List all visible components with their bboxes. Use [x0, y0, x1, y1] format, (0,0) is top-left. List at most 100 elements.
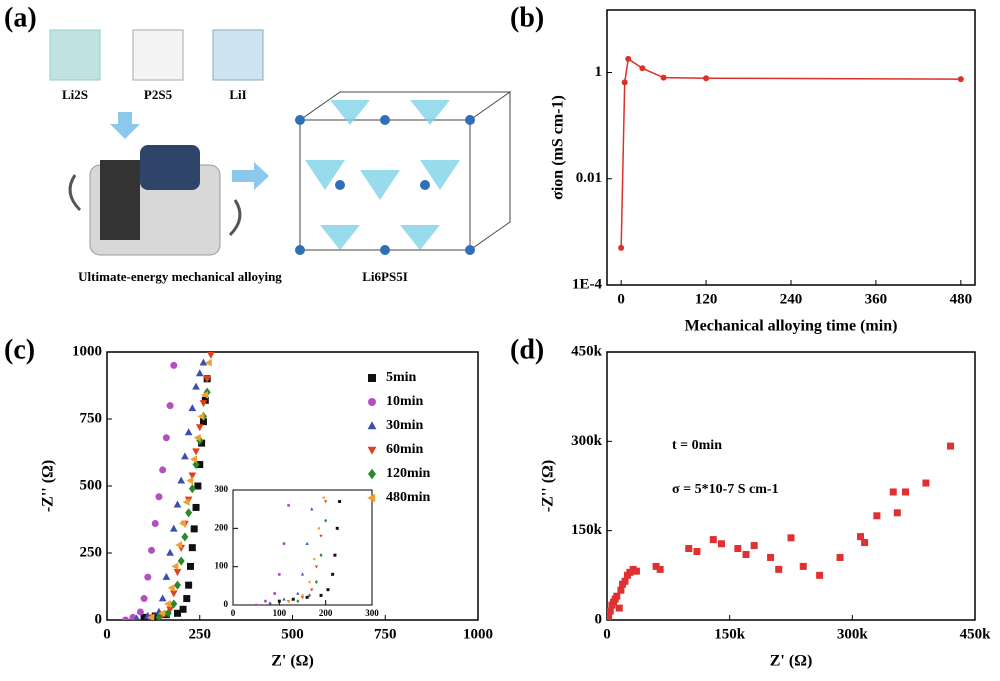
inset-point — [324, 404, 327, 407]
product-label: Li6PS5I — [362, 269, 408, 284]
point — [192, 503, 200, 511]
precursor: P2S5 — [144, 87, 173, 102]
x-tick-label: 1000 — [463, 626, 493, 642]
point — [607, 607, 614, 615]
point — [201, 391, 209, 399]
schematic: (a) Li2S P2S5 LiI Ultimate-energy mechan… — [4, 2, 512, 284]
panel-label: (d) — [510, 334, 544, 365]
inset-frame — [232, 489, 373, 606]
inset-point — [343, 362, 346, 365]
point — [164, 600, 172, 608]
point — [750, 542, 758, 550]
point — [199, 418, 207, 426]
inset-point — [296, 599, 300, 604]
point — [186, 476, 194, 485]
legend-label: 5min — [386, 370, 417, 385]
y-tick-label: 1000 — [72, 343, 102, 359]
y-axis-label: σion (mS cm-1) — [550, 95, 567, 200]
point — [861, 539, 869, 547]
point — [166, 548, 174, 556]
point — [173, 568, 182, 576]
point — [767, 553, 775, 561]
y-tick-label: 100 — [215, 561, 229, 571]
y-tick-label: 300 — [215, 484, 229, 494]
inset-point — [347, 346, 350, 350]
annotation: t = 0min — [672, 438, 722, 453]
inset-point — [310, 588, 314, 592]
point — [179, 605, 187, 613]
process-label: Ultimate-energy mechanical alloying — [78, 269, 282, 284]
legend-marker — [368, 468, 376, 480]
inset-point — [352, 320, 355, 323]
y-tick-label: 0.01 — [576, 170, 602, 186]
x-tick-label: 750 — [374, 626, 397, 642]
inset-point — [254, 603, 258, 605]
point — [159, 466, 167, 474]
legend-label: 120min — [386, 466, 431, 481]
y-tick-label: 200 — [215, 522, 229, 532]
inset-point — [338, 415, 341, 419]
x-tick-label: 480 — [950, 291, 973, 307]
rotation-arrow — [68, 174, 82, 212]
arrow — [110, 112, 140, 139]
point — [170, 361, 178, 369]
point — [625, 55, 632, 62]
point — [186, 562, 194, 570]
point — [893, 509, 901, 517]
point — [195, 424, 204, 432]
inset-point — [277, 599, 281, 603]
inset-point — [324, 518, 328, 523]
point — [613, 592, 621, 600]
point — [185, 508, 193, 518]
point — [147, 613, 155, 620]
point — [194, 482, 202, 490]
point — [183, 595, 191, 603]
point — [693, 548, 701, 556]
point — [195, 369, 204, 377]
point — [158, 594, 167, 602]
point — [181, 532, 189, 542]
inset-point — [338, 397, 341, 400]
inset-point — [296, 591, 300, 595]
point — [155, 612, 163, 620]
point — [155, 493, 163, 501]
x-tick-label: 200 — [319, 608, 333, 618]
precursor: Li2S — [62, 87, 88, 102]
x-axis-label: Z' (Ω) — [770, 653, 813, 670]
point — [177, 556, 185, 566]
crystal-icon — [212, 29, 264, 81]
inset-point — [316, 526, 320, 530]
point — [181, 452, 189, 460]
y-axis-label: -Z'' (Ω) — [540, 460, 557, 512]
point — [703, 75, 710, 82]
panel-label: (b) — [510, 2, 544, 33]
inset-point — [263, 599, 267, 603]
point — [144, 573, 152, 581]
inset-point — [347, 328, 350, 331]
point — [199, 358, 208, 366]
legend-marker — [368, 398, 376, 406]
point — [615, 604, 623, 612]
inset-point — [324, 500, 328, 504]
rotation-arrow — [228, 199, 242, 237]
inset-point-group — [254, 320, 355, 605]
inset-point — [326, 465, 329, 468]
y-tick-label: 150k — [571, 522, 603, 538]
inset-point — [333, 553, 337, 557]
point — [158, 609, 166, 618]
point — [197, 412, 205, 421]
point — [188, 544, 196, 552]
inset-point — [319, 534, 323, 538]
inset-point — [296, 427, 299, 430]
inset-point — [315, 473, 318, 476]
point — [717, 540, 725, 548]
inset-point — [333, 335, 336, 338]
x-tick-label: 0 — [617, 291, 625, 307]
legend-marker — [367, 421, 377, 430]
y-tick-label: 1 — [595, 64, 603, 80]
point — [742, 550, 750, 558]
x-axis-label: Mechanical alloying time (min) — [685, 318, 898, 335]
point — [957, 76, 964, 83]
inset-point — [319, 438, 322, 441]
